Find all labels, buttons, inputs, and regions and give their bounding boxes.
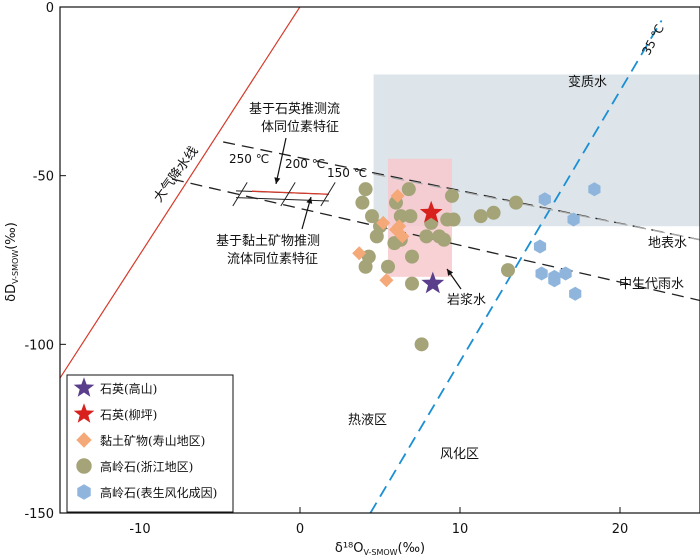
diamond-point <box>392 219 407 234</box>
weathering-zone-label: 风化区 <box>440 447 479 462</box>
circle-point <box>401 182 416 197</box>
legend-box <box>66 374 234 513</box>
circle-point <box>393 209 408 224</box>
hydrothermal-zone-label: 热液区 <box>348 413 387 428</box>
mesozoic-rain-water-label: 中生代雨水 <box>619 277 684 292</box>
hexagon-point <box>533 239 547 254</box>
hexagon-point <box>567 212 580 227</box>
diamond-point <box>376 215 391 230</box>
y-tick-label: 0 <box>46 1 54 16</box>
isotherm-tick <box>280 182 296 207</box>
clay-fluid-annotation-line1: 基于黏土矿物推测 <box>216 233 320 249</box>
y-tick-label: -100 <box>24 338 54 353</box>
isotherm-tick <box>232 182 248 207</box>
surface-water-line-inner <box>373 173 700 241</box>
circle-point <box>358 182 373 197</box>
legend-diamond-marker <box>76 432 92 448</box>
circle-point <box>437 232 451 247</box>
circle-point <box>387 236 402 251</box>
circle-point <box>414 337 429 352</box>
circle-point <box>446 212 461 227</box>
circle-point <box>509 195 523 210</box>
legend: 石英(高山) 石英(柳坪) 黏土矿物(寿山地区) 高岭石(浙江地区) 高岭石(表生风化成… <box>66 374 234 513</box>
y-tick-label: -150 <box>24 507 54 522</box>
circle-point <box>405 276 419 291</box>
diamond-point <box>379 273 394 288</box>
hexagon-point <box>538 192 551 207</box>
temp-label-200: 200 ℃ <box>285 157 325 171</box>
x-tick-label: 0 <box>296 522 304 537</box>
circle-point <box>365 209 379 224</box>
circle-point <box>419 229 434 244</box>
legend-hexagon-marker <box>77 484 91 500</box>
circle-point <box>355 195 370 210</box>
y-axis-title: δDV-SMOW(‰) <box>4 222 20 302</box>
quartz-fluid-arrow-head <box>274 177 281 184</box>
circle-point <box>358 259 373 274</box>
x-axis-title: δ¹⁸OV-SMOW(‰) <box>335 541 425 557</box>
kaolinite-35c-label: 35 ℃ <box>639 22 667 57</box>
legend-label: 高岭石(表生风化成因) <box>100 485 217 500</box>
legend-star-marker <box>73 377 95 397</box>
star-point <box>419 200 443 223</box>
x-tick-label: -10 <box>129 522 150 537</box>
circle-point <box>405 249 419 264</box>
axes: -10 0 10 200-50-100-150δ¹⁸OV-SMOW(‰)δDV-SMO… <box>4 1 700 557</box>
meteoric-water-line-label: 大气降水线 <box>150 143 201 205</box>
legend-label: 石英(柳坪) <box>100 408 157 422</box>
quartz-fluid-arrow-shaft <box>275 137 287 185</box>
quartz-fluid-annotation-line2: 体同位素特征 <box>261 120 339 135</box>
circle-point <box>403 209 418 224</box>
circle-point <box>486 205 501 220</box>
kaolinite-35c-line <box>369 20 663 513</box>
quartz-fluid-annotation-line1: 基于石英推测流 <box>249 102 340 117</box>
magmatic-water-arrow-head <box>447 269 454 276</box>
clay-fluid-annotation-line2: 流体同位素特征 <box>227 252 318 267</box>
data-point-layer <box>352 182 601 352</box>
quartz-fluid-range-line <box>251 190 329 195</box>
hexagon-point <box>569 286 582 301</box>
x-tick-label: 20 <box>612 522 629 537</box>
hexagon-point <box>535 266 548 281</box>
clay-fluid-arrow-head <box>306 197 313 204</box>
isotherm-bracket-line <box>235 197 329 202</box>
legend-star-marker <box>73 403 95 423</box>
hexagon-point <box>588 182 601 197</box>
surface-water-label: 地表水 <box>648 236 687 251</box>
circle-point <box>473 209 488 224</box>
legend-circle-marker <box>76 458 92 474</box>
temp-label-150: 150 ℃ <box>327 166 367 180</box>
legend-label: 黏土矿物(寿山地区) <box>100 434 205 448</box>
diamond-point <box>352 246 367 261</box>
hexagon-point <box>548 269 561 284</box>
circle-point <box>501 263 515 278</box>
meteoric-water-line <box>60 7 301 379</box>
star-point <box>421 271 445 294</box>
metamorphic-water-label: 变质水 <box>568 74 607 90</box>
x-tick-label: 10 <box>452 522 469 537</box>
temp-label-250: 250 ℃ <box>229 152 269 166</box>
circle-point <box>445 188 459 203</box>
diamond-point <box>390 188 405 203</box>
y-tick-label: -50 <box>33 170 54 185</box>
legend-label: 石英(高山) <box>100 381 157 396</box>
circle-point <box>381 259 395 274</box>
hexagon-point <box>559 266 572 281</box>
magmatic-water-label: 岩浆水 <box>447 293 486 308</box>
isotherm-tick <box>320 182 336 207</box>
legend-label: 高岭石(浙江地区) <box>100 459 193 474</box>
plot-frame <box>59 6 700 514</box>
